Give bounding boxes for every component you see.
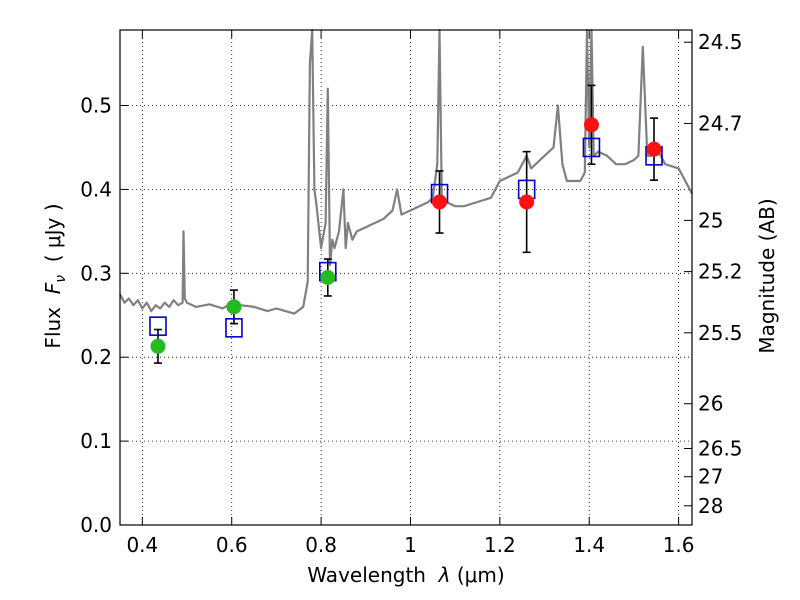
magnitude-tick-label: 24.5 (698, 30, 743, 54)
observed-flux-point (226, 299, 242, 315)
magnitude-tick-label: 25.2 (698, 260, 743, 284)
x-tick-label: 1.4 (573, 533, 605, 557)
observed-flux-point (150, 338, 166, 354)
y-axis-label-unit: ( μJy ) (41, 203, 65, 275)
y-tick-label: 0.1 (80, 429, 112, 453)
grid-lines (120, 30, 692, 526)
x-tick-label: 1 (404, 533, 417, 557)
sed-curve-layer (119, 28, 693, 315)
y-tick-label: 0.4 (80, 177, 112, 201)
observed-flux-point (583, 117, 599, 133)
model-photometry-square (225, 318, 243, 338)
x-axis-label-symbol: λ (438, 563, 451, 587)
y-axis-label-symbol: F (41, 282, 65, 294)
magnitude-tick-label: 27 (698, 465, 723, 489)
x-tick-label: 0.8 (305, 533, 337, 557)
y-tick-labels: 0.0 0.1 0.2 0.3 0.4 0.5 (80, 94, 112, 537)
observed-flux-point (519, 194, 535, 210)
x-tick-label: 0.6 (216, 533, 248, 557)
magnitude-tick-label: 28 (698, 494, 723, 518)
y-axis-label-subscript: ν (53, 275, 69, 283)
magnitude-tick-label: 24.7 (698, 111, 743, 135)
x-tick-label: 1.2 (484, 533, 516, 557)
y-axis-label-prefix: Flux (41, 294, 65, 348)
x-axis-label-unit: (μm) (451, 563, 505, 587)
model-photometry-square (149, 316, 167, 336)
y-tick-label: 0.0 (80, 513, 112, 537)
sed-curve (119, 28, 693, 315)
error-bars-layer (153, 84, 659, 364)
tick-marks (120, 30, 692, 526)
x-tick-label: 1.6 (663, 533, 695, 557)
magnitude-tick-label: 25 (698, 208, 723, 232)
y-tick-label: 0.2 (80, 345, 112, 369)
magnitude-tick-label: 26.5 (698, 436, 743, 460)
observed-flux-point (646, 141, 662, 157)
magnitude-tick-label: 26 (698, 392, 723, 416)
y2-axis-label: Magnitude (AB) (755, 198, 779, 353)
magnitude-tick-labels: 24.5 24.7 25 25.2 25.5 26 26.5 27 28 (698, 30, 743, 518)
x-tick-labels: 0.4 0.6 0.8 1 1.2 1.4 1.6 (126, 533, 694, 557)
observed-flux-point (320, 270, 336, 285)
y-axis-label: Flux Fν ( μJy ) (41, 203, 69, 348)
y-tick-label: 0.3 (80, 261, 112, 285)
x-axis-label: Wavelength λ (μm) (307, 563, 504, 587)
observed-flux-point (432, 194, 448, 210)
markers-layer (149, 117, 663, 354)
x-tick-label: 0.4 (126, 533, 158, 557)
x-axis-label-prefix: Wavelength (307, 563, 438, 587)
y-tick-label: 0.5 (80, 94, 112, 118)
model-photometry-square (582, 137, 601, 158)
magnitude-tick-label: 25.5 (698, 321, 743, 345)
plot-frame (119, 29, 693, 526)
